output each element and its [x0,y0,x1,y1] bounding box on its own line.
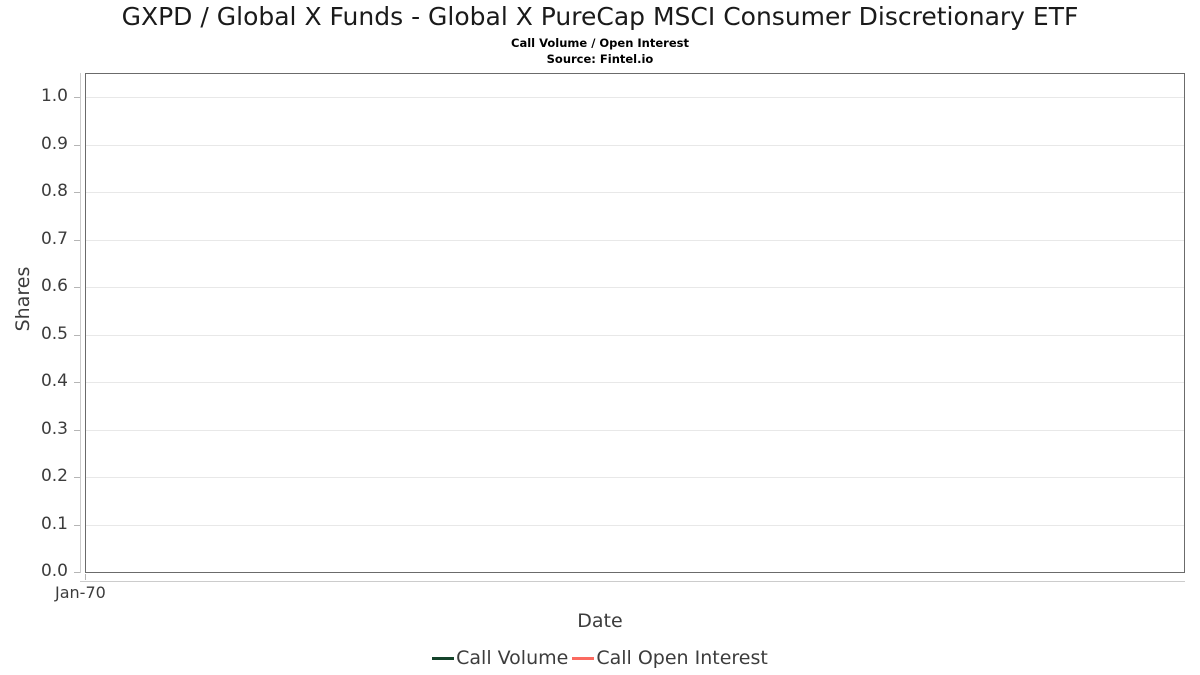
y-axis-tick-mark [74,192,80,193]
legend-line-swatch [432,656,455,660]
y-axis-tick-mark [74,525,80,526]
gridline [86,192,1184,193]
y-axis-tick-mark [74,145,80,146]
gridline [86,524,1184,526]
legend-item[interactable]: Call Volume [432,647,568,669]
y-axis-tick-mark [74,430,80,431]
x-axis-spine [80,581,1185,582]
gridline [86,144,1184,146]
y-axis-tick-label: 0.3 [40,418,68,439]
y-axis-tick-mark [74,572,80,573]
y-axis-tick-mark [74,335,80,336]
gridline [86,382,1184,383]
y-axis-tick-mark [74,240,80,241]
y-axis-title: Shares [12,266,34,332]
gridline [86,97,1184,98]
y-axis-tick-label: 0.2 [40,466,68,486]
y-axis-spine [80,73,81,573]
chart-legend: Call Volume Call Open Interest [0,647,1200,669]
chart-source-attribution: Source: Fintel.io [546,52,654,66]
y-axis-tick-label: 1.0 [40,86,68,106]
legend-label: Call Volume [456,647,569,669]
gridline [86,239,1184,241]
chart-subtitle: Call Volume / Open Interest [511,36,689,50]
x-axis-tick-mark [85,574,86,580]
y-axis-tick-label: 0.8 [40,181,68,201]
y-axis-tick-label: 0.5 [40,323,68,344]
y-axis-tick-label: 0.6 [40,276,68,296]
x-axis-title: Date [577,610,623,632]
legend-label: Call Open Interest [596,647,768,669]
gridline [86,287,1184,288]
legend-item[interactable]: Call Open Interest [572,647,768,669]
plot-area [85,73,1185,573]
y-axis-tick-label: 0.0 [40,561,68,581]
chart-title: GXPD / Global X Funds - Global X PureCap… [121,2,1079,31]
y-axis-tick-label: 0.4 [40,371,68,391]
data-series-layer [86,74,1184,572]
y-axis-tick-mark [74,477,80,478]
y-axis-tick-mark [74,382,80,383]
y-axis-tick-mark [74,97,80,98]
gridline [86,334,1184,336]
gridline [86,429,1184,431]
gridline [86,477,1184,478]
legend-line-swatch [572,656,595,660]
y-axis-tick-label: 0.7 [40,228,68,249]
y-axis-tick-mark [74,287,80,288]
x-axis-tick-label: Jan-70 [55,583,106,602]
y-axis-tick-label: 0.1 [40,513,68,534]
y-axis-tick-label: 0.9 [40,133,68,154]
